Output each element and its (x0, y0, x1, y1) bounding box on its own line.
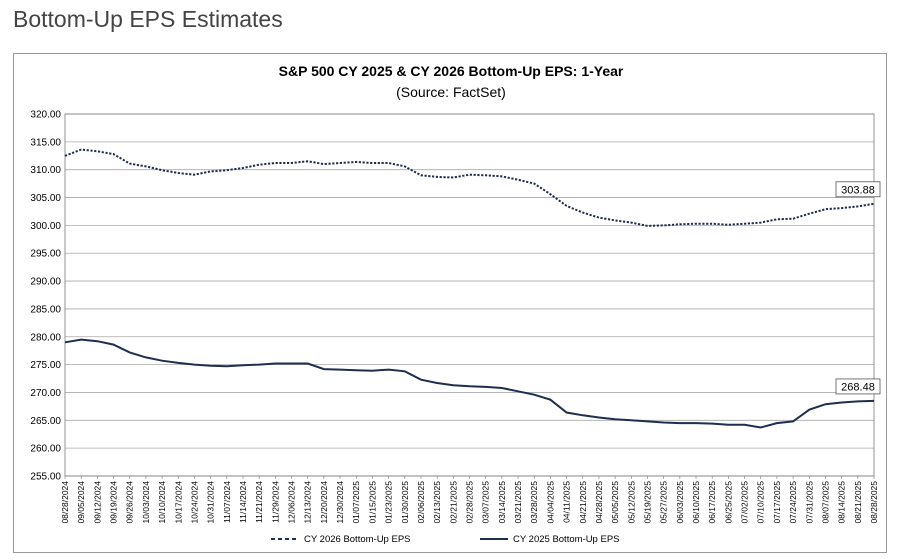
x-tick-label: 04/11/2025 (562, 481, 572, 523)
legend-entry: CY 2025 Bottom-Up EPS (513, 534, 620, 545)
x-tick-label: 05/27/2025 (659, 481, 669, 524)
x-tick-label: 12/30/2024 (335, 481, 345, 524)
x-tick-label: 11/21/2024 (254, 481, 264, 523)
chart-frame: S&P 500 CY 2025 & CY 2026 Bottom-Up EPS:… (13, 53, 887, 553)
x-tick-label: 03/28/2025 (529, 481, 539, 524)
series-lines (64, 148, 875, 429)
x-tick-label: 02/28/2025 (465, 481, 475, 524)
y-tick-label: 305.00 (30, 193, 61, 204)
x-tick-label: 08/28/2025 (869, 481, 879, 524)
x-tick-label: 01/15/2025 (367, 481, 377, 524)
legend: CY 2026 Bottom-Up EPS CY 2025 Bottom-Up E… (271, 534, 620, 545)
data-label-box (835, 181, 881, 198)
x-tick-label: 09/19/2024 (109, 481, 119, 524)
y-tick-label: 320.00 (30, 110, 61, 121)
x-tick-label: 08/14/2025 (837, 481, 847, 524)
x-tick-label: 05/19/2025 (642, 481, 652, 524)
x-tick-label: 03/21/2025 (513, 481, 523, 524)
x-tick-label: 01/07/2025 (351, 481, 361, 524)
x-tick-label: 06/03/2025 (675, 481, 685, 524)
x-tick-label: 06/10/2025 (691, 481, 701, 524)
y-tick-label: 295.00 (30, 249, 61, 260)
x-tick-label: 04/21/2025 (578, 481, 588, 524)
y-tick-label: 265.00 (30, 416, 61, 427)
chart-subtitle: (Source: FactSet) (396, 84, 506, 100)
grid-lines (64, 113, 875, 477)
chart-title: S&P 500 CY 2025 & CY 2026 Bottom-Up EPS:… (279, 63, 624, 79)
x-tick-label: 12/13/2024 (303, 481, 313, 524)
x-tick-label: 10/10/2024 (157, 481, 167, 524)
x-tick-label: 12/20/2024 (319, 481, 329, 524)
x-tick-label: 02/06/2025 (416, 481, 426, 524)
data-label-box (835, 378, 881, 395)
x-tick-label: 10/03/2024 (141, 481, 151, 524)
x-tick-label: 11/29/2024 (270, 481, 280, 523)
x-tick-label: 06/25/2025 (723, 481, 733, 524)
x-tick-label: 08/07/2025 (820, 481, 830, 524)
x-tick-label: 03/14/2025 (497, 481, 507, 524)
x-tick-label: 07/02/2025 (740, 481, 750, 524)
y-tick-label: 260.00 (30, 444, 61, 455)
x-tick-label: 02/13/2025 (432, 481, 442, 524)
eps-line-chart: S&P 500 CY 2025 & CY 2026 Bottom-Up EPS:… (30, 63, 881, 545)
x-tick-label: 10/17/2024 (173, 481, 183, 524)
data-label: 268.48 (841, 381, 875, 393)
y-tick-label: 310.00 (30, 165, 61, 176)
x-tick-label: 05/05/2025 (610, 481, 620, 524)
x-tick-label: 04/28/2025 (594, 481, 604, 524)
x-tick-label: 11/14/2024 (238, 481, 248, 523)
x-tick-label: 03/07/2025 (481, 481, 491, 524)
x-tick-label: 07/17/2025 (772, 481, 782, 524)
x-tick-label: 07/24/2025 (788, 481, 798, 524)
x-tick-label: 10/24/2024 (189, 481, 199, 524)
x-tick-label: 02/21/2025 (448, 481, 458, 524)
x-tick-label: 11/07/2024 (222, 481, 232, 523)
x-tick-label: 12/06/2024 (287, 481, 297, 524)
x-axis: 08/28/2024 09/05/2024 09/12/2024 09/19/2024… (60, 476, 879, 524)
x-tick-label: 07/31/2025 (804, 481, 814, 524)
y-tick-label: 280.00 (30, 332, 61, 343)
y-tick-label: 315.00 (30, 137, 61, 148)
series-line-cy2025 (64, 338, 875, 429)
x-tick-label: 10/31/2024 (206, 481, 216, 524)
plot-area-border (64, 113, 875, 477)
y-tick-label: 285.00 (30, 304, 61, 315)
x-tick-label: 07/10/2025 (756, 481, 766, 524)
y-tick-label: 290.00 (30, 277, 61, 288)
x-tick-label: 01/30/2025 (400, 481, 410, 524)
y-tick-label: 255.00 (30, 472, 61, 483)
x-tick-label: 05/12/2025 (626, 481, 636, 524)
data-labels: 303.88 268.48 (835, 181, 881, 395)
x-tick-label: 01/23/2025 (384, 481, 394, 524)
x-tick-label: 09/12/2024 (92, 481, 102, 524)
x-tick-label: 09/05/2024 (76, 481, 86, 524)
page-title: Bottom-Up EPS Estimates (13, 6, 283, 32)
data-label: 303.88 (841, 184, 875, 196)
x-tick-label: 08/28/2024 (60, 481, 70, 524)
y-tick-label: 300.00 (30, 221, 61, 232)
series-line-cy2026 (64, 148, 875, 227)
x-tick-label: 09/26/2024 (125, 481, 135, 524)
x-tick-label: 08/21/2025 (853, 481, 863, 524)
x-tick-label: 04/04/2025 (545, 481, 555, 524)
y-axis: 320.00 315.00 310.00 305.00 300.00 295.00 290.… (30, 110, 61, 483)
x-tick-label: 06/17/2025 (707, 481, 717, 524)
y-tick-label: 275.00 (30, 360, 61, 371)
legend-entry: CY 2026 Bottom-Up EPS (304, 534, 411, 545)
y-tick-label: 270.00 (30, 388, 61, 399)
